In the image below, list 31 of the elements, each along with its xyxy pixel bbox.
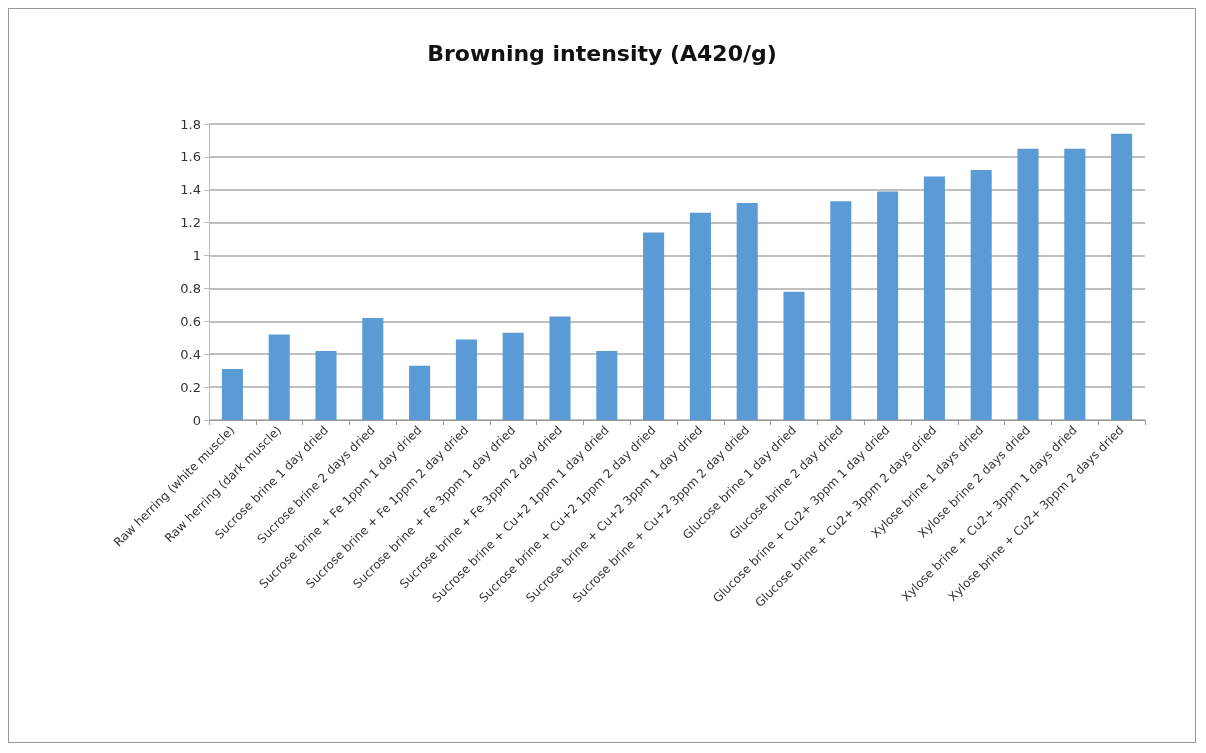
- bar: [221, 369, 243, 420]
- bar: [689, 212, 711, 420]
- bar: [783, 291, 805, 420]
- bar: [643, 232, 665, 420]
- bar: [1017, 148, 1039, 420]
- bar: [502, 332, 524, 420]
- bar: [1111, 133, 1133, 420]
- chart-title: Browning intensity (A420/g): [427, 40, 777, 66]
- y-tick-label: 0.4: [180, 346, 201, 362]
- y-tick-label: 1: [192, 248, 201, 264]
- y-tick-label: 0.8: [180, 280, 201, 296]
- bar: [877, 191, 899, 420]
- y-tick-label: 0.6: [180, 313, 201, 329]
- y-tick-label: 1.4: [180, 182, 201, 198]
- y-tick-label: 0: [192, 412, 201, 428]
- bar: [409, 365, 431, 420]
- bar: [315, 350, 337, 420]
- bar: [736, 202, 758, 420]
- bar: [455, 339, 477, 420]
- bar: [970, 170, 992, 420]
- bar: [268, 334, 290, 420]
- y-tick-label: 1.6: [180, 149, 201, 165]
- bar: [1064, 148, 1086, 420]
- y-tick-label: 1.2: [180, 215, 201, 231]
- y-tick-label: 0.2: [180, 379, 201, 395]
- bar: [596, 350, 618, 420]
- bar: [830, 201, 852, 420]
- bar: [923, 176, 945, 420]
- bar: [362, 318, 384, 420]
- bar: [549, 316, 571, 420]
- y-tick-label: 1.8: [180, 116, 201, 132]
